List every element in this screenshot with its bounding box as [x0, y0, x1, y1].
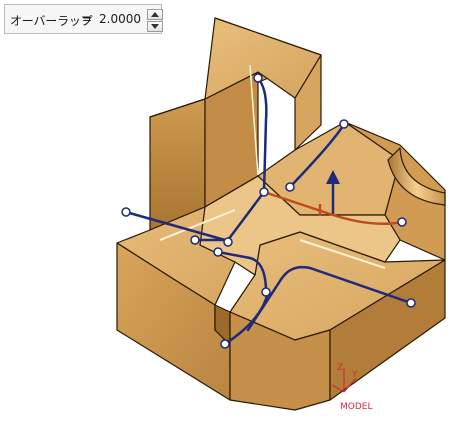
overlap-label: オーバーラップ — [10, 14, 93, 28]
triad-y-label: Y — [351, 370, 358, 380]
pocket-floor-lower — [199, 175, 401, 276]
overlap-value-input[interactable] — [99, 10, 143, 28]
handle-point — [259, 187, 269, 197]
curve-lower-left — [216, 250, 268, 294]
overlap-parameter-box: オーバーラップ = — [4, 4, 163, 34]
curve-handles — [121, 73, 416, 349]
handle-point — [397, 217, 407, 227]
triad-z-label: Z — [337, 363, 343, 373]
handle-point — [339, 119, 349, 129]
spin-down-button[interactable] — [147, 21, 163, 32]
handle-point — [220, 339, 230, 349]
handle-point — [190, 235, 200, 245]
chevron-down-icon — [151, 24, 159, 29]
part-model[interactable] — [116, 17, 446, 411]
handle-point — [406, 298, 416, 308]
spin-up-button[interactable] — [147, 9, 163, 20]
overlap-equals: = — [82, 12, 93, 26]
handle-point — [121, 207, 131, 217]
active-curve — [263, 190, 403, 226]
curve-lower-right — [246, 265, 413, 332]
right-fillet — [387, 147, 446, 206]
handle-point — [213, 247, 223, 257]
curve-left — [124, 210, 227, 242]
back-block-top2 — [204, 17, 322, 100]
front-face-right — [329, 259, 446, 401]
handle-point — [285, 182, 295, 192]
triad-caption: MODEL — [340, 402, 372, 412]
handle-point — [223, 237, 233, 247]
handle-point — [253, 73, 263, 83]
orientation-triad: Z Y MODEL — [331, 363, 372, 412]
overlap-spinner — [147, 9, 163, 32]
chevron-up-icon — [151, 12, 159, 17]
direction-arrow-icon — [326, 170, 340, 184]
handle-point — [261, 287, 271, 297]
